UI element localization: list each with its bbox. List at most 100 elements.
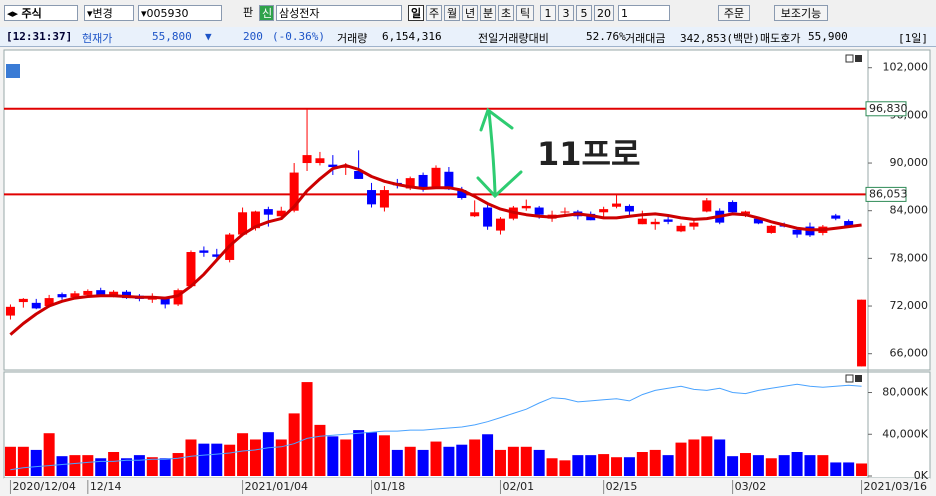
n-20[interactable]: 20 (594, 5, 614, 21)
change-select[interactable]: ▾변경 (84, 5, 134, 21)
candle-body (57, 294, 67, 298)
candle-body (431, 167, 441, 187)
stock-name[interactable]: 삼성전자 (276, 5, 402, 21)
volume-bar (211, 443, 223, 476)
volume-bar (366, 432, 378, 476)
x-axis-bar (4, 478, 930, 496)
order-button[interactable]: 주문 (718, 5, 750, 21)
period-day[interactable]: 일 (408, 5, 424, 21)
chart: 66,00072,00078,00084,00090,00096,000102,… (3, 49, 931, 496)
volume-bar (30, 449, 42, 476)
candle-body (5, 306, 15, 316)
aux-button[interactable]: 보조기능 (774, 5, 828, 21)
volume-bar (249, 439, 261, 476)
x-tick-label: 2020/12/04 (12, 480, 75, 493)
volume-bar (17, 446, 29, 476)
ask: 55,900 (808, 30, 848, 43)
period-tick[interactable]: 틱 (516, 5, 534, 21)
y-tick-label: 84,000 (890, 204, 929, 217)
period-year[interactable]: 년 (462, 5, 478, 21)
period-week[interactable]: 주 (426, 5, 442, 21)
candle-body (263, 209, 273, 215)
candle-body (186, 252, 196, 287)
volume-bar (482, 434, 494, 476)
candle-body (31, 302, 41, 309)
volume-label: 거래량 (337, 32, 368, 45)
candle-body (637, 218, 647, 225)
count: 1 (621, 7, 628, 20)
volume-bar (469, 439, 481, 476)
candle-body (96, 290, 106, 295)
annotation: 11프로 (537, 135, 640, 173)
x-tick-label: 2021/03/16 (864, 480, 927, 493)
period-minute[interactable]: 분 (480, 5, 496, 21)
code-input[interactable]: ▾005930 (138, 5, 222, 21)
candle-body (18, 298, 28, 303)
candle-body (586, 213, 596, 221)
y-tick-label: 40,000K (882, 427, 928, 440)
y-tick-label: 102,000 (883, 61, 929, 74)
volume-bar (701, 436, 713, 476)
count-input[interactable]: 1 (618, 5, 670, 21)
volume-bar (237, 433, 249, 476)
x-tick-label: 01/18 (374, 480, 406, 493)
y-tick-label: 66,000 (890, 347, 929, 360)
volume-bar (662, 455, 674, 476)
panel-max[interactable] (845, 374, 854, 383)
volume-bar (108, 452, 120, 476)
volume-bar (856, 463, 868, 476)
info-bar: [12:31:37] 현재가 55,800 ▼ 200 (-0.36%) 거래량… (0, 27, 936, 47)
candle-body (354, 170, 364, 179)
volume-bar (688, 439, 700, 476)
candle-body (689, 222, 699, 227)
period-month[interactable]: 월 (444, 5, 460, 21)
n-5[interactable]: 5 (576, 5, 592, 21)
volume-ratio-label: 전일거래량대비 (478, 32, 549, 45)
credit-badge: 신 (259, 5, 274, 21)
candle-body (521, 205, 531, 209)
panel-max[interactable] (845, 54, 854, 63)
volume-bar (417, 449, 429, 476)
period-second[interactable]: 초 (498, 5, 514, 21)
panel-close[interactable] (855, 375, 862, 382)
panel-close[interactable] (855, 55, 862, 62)
amount-label: 거래대금 (625, 32, 666, 45)
candle-body (109, 291, 119, 295)
candle-body (302, 155, 312, 164)
n-1[interactable]: 1 (540, 5, 556, 21)
volume-bar (4, 446, 16, 476)
volume-bar (830, 462, 842, 476)
y-tick-label: 0K (914, 469, 929, 482)
amount: 342,853(백만) (680, 32, 760, 45)
candle-body (728, 201, 738, 213)
candle-body (831, 215, 841, 219)
volume-bar (675, 442, 687, 476)
price-label: 현재가 (82, 32, 113, 45)
pan-button[interactable]: 판 (242, 6, 254, 19)
candle-body (289, 172, 299, 211)
x-tick-label: 02/15 (606, 480, 638, 493)
volume-bar (739, 453, 751, 476)
volume-bar (404, 446, 416, 476)
volume-bar (314, 424, 326, 476)
volume-bar (623, 457, 635, 476)
candle-body (766, 225, 776, 233)
candle-body (676, 225, 686, 232)
panel-icon[interactable] (6, 64, 20, 78)
volume: 6,154,316 (382, 30, 442, 43)
market: 주식 (21, 7, 42, 20)
period: [1일] (898, 32, 928, 45)
volume-bar (327, 436, 339, 476)
n-3[interactable]: 3 (558, 5, 574, 21)
candle-body (457, 190, 467, 198)
candle-body (792, 229, 802, 235)
change: 200 (243, 30, 263, 43)
volume-bar (262, 432, 274, 476)
moving-average (9, 163, 862, 336)
volume-bar (765, 458, 777, 476)
volume-bar (533, 449, 545, 476)
market-select[interactable]: ◂▸ 주식 (4, 5, 78, 21)
candle-body (857, 299, 867, 367)
candle-body (276, 210, 286, 217)
